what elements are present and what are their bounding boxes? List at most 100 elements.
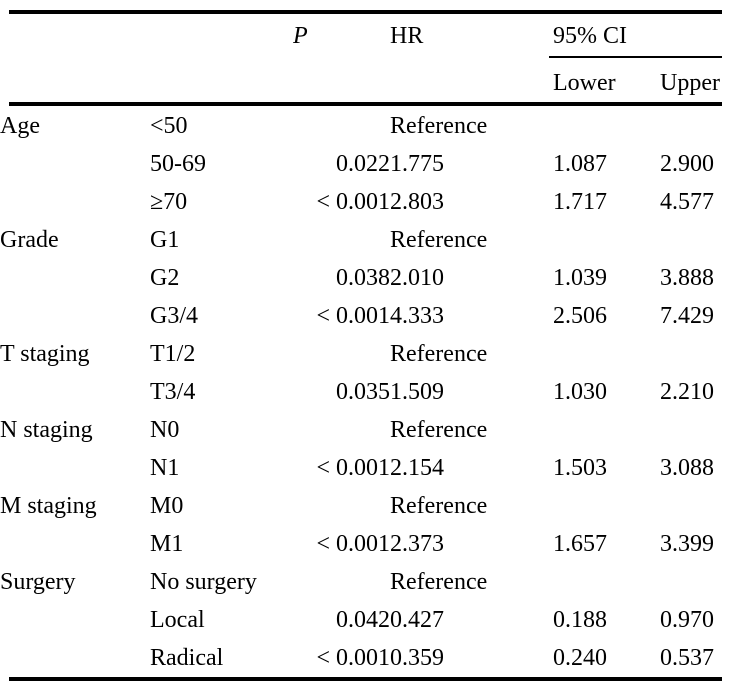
ci-upper-cell [660, 221, 730, 259]
ci-lower-cell: 0.188 [553, 606, 607, 633]
ci-upper-cell [660, 107, 730, 145]
level-cell: T3/4 [150, 378, 196, 405]
level-cell: <50 [150, 112, 188, 139]
variable-cell: Age [0, 112, 40, 139]
variable-cell [0, 639, 150, 677]
p-value-cell [293, 107, 390, 145]
ci-lower-cell: 1.030 [553, 378, 607, 405]
cox-regression-table: P HR 95% CI Lower Upper Age <50 Referenc… [0, 14, 730, 677]
level-cell: G2 [150, 264, 180, 291]
empty-header-cell [150, 59, 293, 107]
table-top-rule [9, 10, 722, 14]
ci-lower-cell: 0.240 [553, 644, 607, 671]
empty-header-cell [0, 59, 150, 107]
level-cell: G1 [150, 226, 180, 253]
table-row: Age <50 Reference [0, 107, 730, 145]
level-cell: T1/2 [150, 340, 196, 367]
variable-cell: Surgery [0, 568, 76, 595]
p-value-cell: 0.038 [336, 264, 390, 291]
table-row: G3/4 < 0.001 4.333 2.506 7.429 [0, 297, 730, 335]
ci-lower-cell [553, 335, 660, 373]
hr-cell: 1.509 [390, 378, 444, 405]
p-value-cell: < 0.001 [316, 302, 390, 329]
table-row: 50-69 0.022 1.775 1.087 2.900 [0, 145, 730, 183]
level-cell: M1 [150, 530, 184, 557]
hr-cell: Reference [390, 340, 488, 367]
hr-cell: 0.359 [390, 644, 444, 671]
ci-lower-cell: 1.087 [553, 150, 607, 177]
table-row: M1 < 0.001 2.373 1.657 3.399 [0, 525, 730, 563]
ci-upper-cell [660, 487, 730, 525]
hr-cell: 2.803 [390, 188, 444, 215]
ci-lower-cell: 1.657 [553, 530, 607, 557]
level-cell: M0 [150, 492, 184, 519]
p-value-cell: 0.022 [336, 150, 390, 177]
hr-cell: Reference [390, 416, 488, 443]
p-value-cell [293, 411, 390, 449]
ci-lower-cell: 1.503 [553, 454, 607, 481]
ci-upper-cell [660, 335, 730, 373]
ci-upper-cell: 3.088 [660, 454, 714, 481]
variable-cell: N staging [0, 416, 93, 443]
empty-header-cell [293, 59, 390, 107]
variable-cell [0, 373, 150, 411]
variable-cell: T staging [0, 340, 90, 367]
hr-cell: 1.775 [390, 150, 444, 177]
header-row-1: P HR 95% CI [0, 14, 730, 59]
hr-cell: Reference [390, 226, 488, 253]
level-cell: 50-69 [150, 150, 206, 177]
ci-upper-cell: 7.429 [660, 302, 714, 329]
ci-subheader-rule [549, 56, 722, 58]
p-value-cell: < 0.001 [316, 188, 390, 215]
table-row: T staging T1/2 Reference [0, 335, 730, 373]
hr-cell: Reference [390, 568, 488, 595]
ci-upper-cell: 2.900 [660, 150, 714, 177]
table-row: M staging M0 Reference [0, 487, 730, 525]
hr-cell: 0.427 [390, 606, 444, 633]
table-row: N1 < 0.001 2.154 1.503 3.088 [0, 449, 730, 487]
ci-lower-cell [553, 411, 660, 449]
level-cell: N1 [150, 454, 180, 481]
ci-lower-cell [553, 107, 660, 145]
col-header-hr: HR [390, 23, 424, 49]
p-value-cell [293, 221, 390, 259]
ci-lower-cell: 1.717 [553, 188, 607, 215]
ci-upper-cell: 2.210 [660, 378, 714, 405]
empty-header-cell [150, 14, 293, 59]
variable-cell [0, 145, 150, 183]
ci-lower-cell: 1.039 [553, 264, 607, 291]
ci-lower-cell [553, 487, 660, 525]
col-header-ci-upper: Upper [660, 69, 720, 96]
p-value-cell [293, 335, 390, 373]
hr-cell: 4.333 [390, 302, 444, 329]
col-header-ci-lower: Lower [553, 69, 616, 96]
table-row: Surgery No surgery Reference [0, 563, 730, 601]
p-value-cell [293, 487, 390, 525]
level-cell: ≥70 [150, 188, 188, 215]
ci-upper-cell: 4.577 [660, 188, 714, 215]
level-cell: Radical [150, 644, 224, 671]
variable-cell [0, 449, 150, 487]
table-row: N staging N0 Reference [0, 411, 730, 449]
ci-upper-cell: 0.537 [660, 644, 714, 671]
table-row: Radical < 0.001 0.359 0.240 0.537 [0, 639, 730, 677]
ci-upper-cell: 3.399 [660, 530, 714, 557]
p-value-cell: < 0.001 [316, 644, 390, 671]
variable-cell [0, 259, 150, 297]
table-row: Local 0.042 0.427 0.188 0.970 [0, 601, 730, 639]
col-header-p: P [293, 23, 308, 49]
variable-cell [0, 525, 150, 563]
header-bottom-rule [9, 102, 722, 106]
p-value-cell: < 0.001 [316, 530, 390, 557]
header-row-2: Lower Upper [0, 59, 730, 107]
p-value-cell: 0.035 [336, 378, 390, 405]
variable-cell [0, 297, 150, 335]
hr-cell: 2.010 [390, 264, 444, 291]
p-value-cell: < 0.001 [316, 454, 390, 481]
hr-cell: Reference [390, 112, 488, 139]
table-bottom-rule [9, 677, 722, 681]
variable-cell: Grade [0, 226, 59, 253]
empty-header-cell [0, 14, 150, 59]
hr-cell: 2.373 [390, 530, 444, 557]
